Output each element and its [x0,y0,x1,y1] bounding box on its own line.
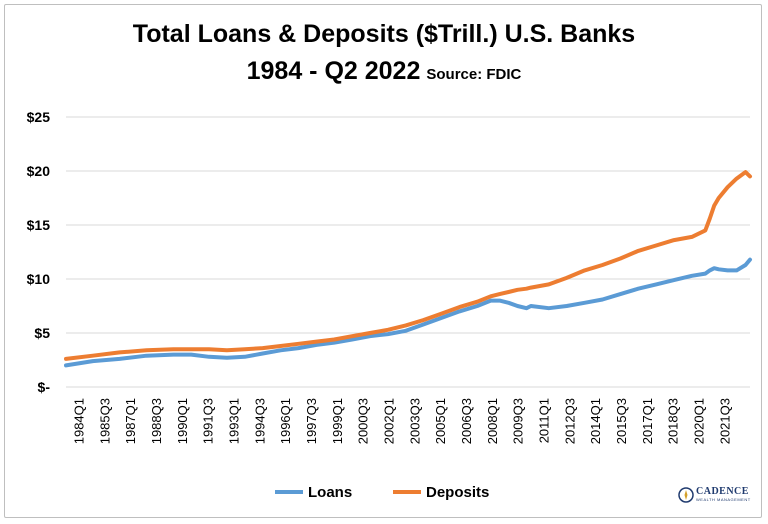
x-tick-label: 1987Q1 [123,398,138,444]
logo-tagline: WEALTH MANAGEMENT [696,497,751,502]
x-tick-label: 1996Q1 [278,398,293,444]
x-tick-label: 2012Q3 [562,398,577,444]
series-line-deposits [64,170,752,361]
series-lines [64,170,752,368]
x-tick-label: 2015Q3 [614,398,629,444]
chart-title: Total Loans & Deposits ($Trill.) U.S. Ba… [132,20,636,48]
y-tick-label: $20 [27,163,51,179]
x-tick-label: 1991Q3 [201,398,216,444]
y-axis-ticks: $- $5 $10 $15 $20 $25 [27,109,51,395]
x-tick-label: 1990Q1 [175,398,190,444]
x-tick-label: 2020Q1 [692,398,707,444]
legend: Loans Deposits [275,484,489,501]
x-tick-label: 2009Q3 [511,398,526,444]
y-tick-label: $10 [27,271,51,287]
chart-subtitle: 1984 - Q2 2022 Source: FDIC [0,57,768,86]
y-tick-label: $5 [34,325,50,341]
y-tick-label: $- [38,379,51,395]
x-tick-label: 1988Q3 [149,398,164,444]
x-tick-label: 2000Q3 [356,398,371,444]
legend-label-deposits: Deposits [426,484,489,501]
legend-label-loans: Loans [308,484,352,501]
chart-frame [4,4,762,518]
x-tick-label: 2003Q3 [407,398,422,444]
x-tick-label: 1997Q3 [304,398,319,444]
x-axis-ticks: 1984Q1 1985Q3 1987Q1 1988Q3 1990Q1 1991Q3 1993… [71,398,732,444]
x-tick-label: 2014Q1 [588,398,603,444]
x-tick-label: 1984Q1 [71,398,86,444]
x-tick-label: 2008Q1 [485,398,500,444]
y-tick-label: $15 [27,217,51,233]
x-tick-label: 1985Q3 [97,398,112,444]
chart-subtitle-period: 1984 - Q2 2022 [246,57,421,85]
y-tick-label: $25 [27,109,51,125]
logo-name: CADENCE [696,486,749,497]
gridlines [66,116,750,388]
chart-source: Source: FDIC [426,66,522,83]
x-tick-label: 1999Q1 [330,398,345,444]
x-tick-label: 2021Q3 [717,398,732,444]
series-line-loans [64,257,752,368]
x-tick-label: 2006Q3 [459,398,474,444]
x-tick-label: 2018Q3 [666,398,681,444]
compass-icon [678,487,694,503]
x-tick-label: 2017Q1 [640,398,655,444]
x-tick-label: 2002Q1 [381,398,396,444]
x-tick-label: 1993Q1 [226,398,241,444]
x-tick-label: 2011Q1 [536,398,551,443]
cadence-logo: CADENCE WEALTH MANAGEMENT [678,484,756,506]
x-tick-label: 2005Q1 [433,398,448,444]
x-tick-label: 1994Q3 [252,398,267,444]
